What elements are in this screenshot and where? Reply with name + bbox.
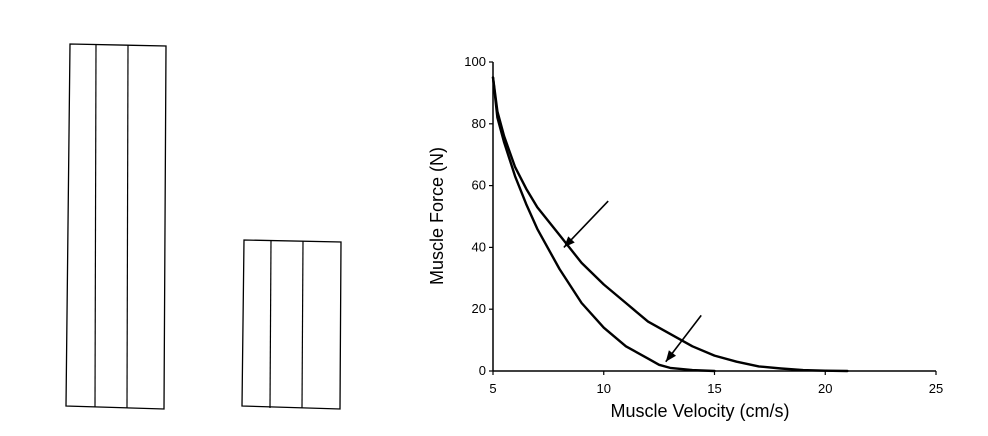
- series-line-1: [491, 76, 849, 373]
- series-line-2: [491, 76, 716, 373]
- tall-rectangle: [65, 43, 167, 410]
- short-rectangle-divider: [301, 240, 304, 409]
- x-tick-label: 5: [489, 381, 496, 396]
- y-axis-title: Muscle Force (N): [427, 147, 447, 285]
- y-tick-label: 40: [472, 239, 486, 254]
- y-tick-label: 20: [472, 301, 486, 316]
- tall-rectangle-divider: [94, 43, 97, 408]
- x-tick-label: 15: [707, 381, 721, 396]
- annotation-arrow-2: [665, 314, 702, 363]
- x-tick-label: 20: [818, 381, 832, 396]
- series-layer: [491, 76, 849, 373]
- short-rectangle: [241, 239, 342, 410]
- x-axis-title: Muscle Velocity (cm/s): [610, 401, 789, 421]
- y-tick-label: 80: [472, 116, 486, 131]
- x-tick-label: 10: [597, 381, 611, 396]
- x-ticks: 5 10 15 20 25: [489, 371, 943, 396]
- short-rectangle-divider: [269, 239, 272, 409]
- annotation-arrow-1: [563, 200, 609, 248]
- force-velocity-chart: 0 20 40 60 80 100 5 10 15 20 25 Muscle Velocity (…: [427, 54, 943, 421]
- y-ticks: 0 20 40 60 80 100: [464, 54, 493, 378]
- y-tick-label: 100: [464, 54, 486, 69]
- y-tick-label: 60: [472, 178, 486, 193]
- annotation-layer: [563, 200, 702, 363]
- tall-rectangle-divider: [126, 44, 129, 409]
- y-tick-label: 0: [479, 363, 486, 378]
- x-tick-label: 25: [929, 381, 943, 396]
